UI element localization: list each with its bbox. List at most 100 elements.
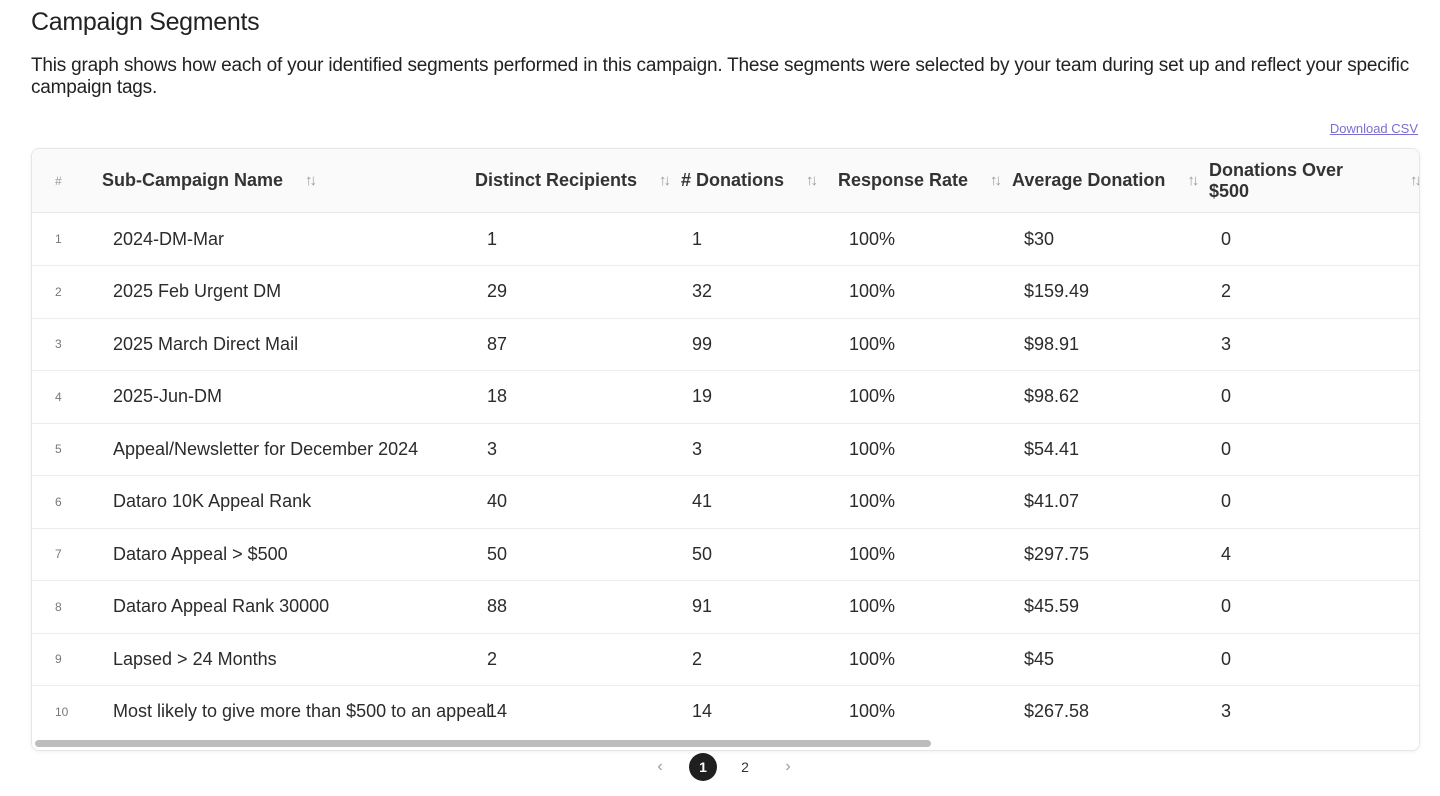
- distinct-recipients: 2: [487, 648, 498, 669]
- sub-campaign-name: Dataro 10K Appeal Rank: [113, 491, 312, 511]
- row-index: 1: [55, 232, 62, 246]
- column-header-recipients[interactable]: Distinct Recipients ↑↓: [475, 149, 671, 212]
- donations-count: 3: [692, 438, 703, 459]
- donations-count: 41: [692, 491, 713, 511]
- average-donation: $45.59: [1024, 596, 1080, 616]
- average-donation: $98.62: [1024, 386, 1080, 406]
- download-csv-link[interactable]: Download CSV: [1329, 121, 1418, 136]
- horizontal-scrollbar[interactable]: [32, 736, 1419, 750]
- donations-count: 91: [692, 596, 713, 616]
- table-row[interactable]: 5 Appeal/Newsletter for December 2024 3 3 10…: [32, 423, 1419, 476]
- sub-campaign-name: Dataro Appeal Rank 30000: [113, 596, 330, 616]
- distinct-recipients: 87: [487, 333, 508, 354]
- distinct-recipients: 1: [487, 228, 498, 249]
- distinct-recipients: 3: [487, 438, 498, 459]
- response-rate: 100%: [849, 596, 896, 616]
- column-header-label: Average Donation: [1012, 170, 1166, 190]
- column-header-label: Donations Over $500: [1209, 159, 1344, 201]
- sort-arrows-icon[interactable]: ↑↓: [990, 172, 1002, 189]
- column-header-average-donation[interactable]: Average Donation ↑↓: [1012, 149, 1199, 212]
- table-row[interactable]: 3 2025 March Direct Mail 87 99 100% $98.91 3: [32, 318, 1419, 371]
- donations-over-500: 0: [1221, 228, 1232, 249]
- donations-count: 14: [692, 701, 713, 721]
- sub-campaign-name: 2025-Jun-DM: [113, 386, 223, 406]
- column-header-response-rate[interactable]: Response Rate ↑↓: [838, 149, 1002, 212]
- donations-count: 2: [692, 648, 703, 669]
- table-row[interactable]: 2 2025 Feb Urgent DM 29 32 100% $159.49 2: [32, 266, 1419, 319]
- table-row[interactable]: 6 Dataro 10K Appeal Rank 40 41 100% $41.07 0: [32, 476, 1419, 529]
- distinct-recipients: 88: [487, 596, 508, 616]
- average-donation: $45: [1024, 648, 1055, 669]
- average-donation: $41.07: [1024, 491, 1080, 511]
- donations-count: 19: [692, 386, 713, 406]
- row-index: 2: [55, 284, 62, 299]
- column-header-label: #: [55, 173, 62, 188]
- table-row[interactable]: 8 Dataro Appeal Rank 30000 88 91 100% $45.59 0: [32, 581, 1419, 634]
- column-header-index: #: [55, 149, 62, 212]
- column-header-name[interactable]: Sub-Campaign Name ↑↓: [102, 149, 317, 212]
- column-header-label: Response Rate: [838, 170, 969, 190]
- response-rate: 100%: [849, 333, 896, 354]
- table-row[interactable]: 1 2024-DM-Mar 1 1 100% $30 0: [32, 213, 1419, 266]
- average-donation: $159.49: [1024, 281, 1090, 301]
- sort-arrows-icon[interactable]: ↑↓: [806, 172, 818, 189]
- column-header-label: Distinct Recipients: [475, 170, 638, 190]
- row-index: 9: [55, 652, 62, 666]
- table-header: # Sub-Campaign Name ↑↓ Distinct Recipien…: [32, 149, 1419, 213]
- response-rate: 100%: [849, 648, 896, 669]
- response-rate: 100%: [849, 386, 896, 406]
- segments-table: # Sub-Campaign Name ↑↓ Distinct Recipien…: [31, 148, 1420, 751]
- donations-over-500: 0: [1221, 386, 1232, 406]
- row-index: 5: [55, 442, 62, 456]
- donations-over-500: 0: [1221, 438, 1232, 459]
- distinct-recipients: 40: [487, 491, 508, 511]
- response-rate: 100%: [849, 228, 896, 249]
- row-index: 3: [55, 337, 62, 351]
- page-button-1[interactable]: 1: [689, 753, 717, 781]
- donations-count: 99: [692, 333, 713, 354]
- table-row[interactable]: 10 Most likely to give more than $500 to …: [32, 686, 1419, 739]
- page-title: Campaign Segments: [31, 8, 260, 36]
- sort-arrows-icon[interactable]: ↑↓: [1410, 172, 1419, 189]
- column-header-donations-over-500[interactable]: Donations Over $500 ↑↓: [1209, 149, 1419, 212]
- sort-arrows-icon[interactable]: ↑↓: [1187, 172, 1199, 189]
- pagination: ‹ 1 2 ›: [0, 753, 1440, 781]
- column-header-donations[interactable]: # Donations ↑↓: [681, 149, 818, 212]
- table-row[interactable]: 9 Lapsed > 24 Months 2 2 100% $45 0: [32, 633, 1419, 686]
- row-index: 6: [55, 494, 62, 509]
- sort-arrows-icon[interactable]: ↑↓: [659, 172, 671, 189]
- row-index: 10: [55, 704, 69, 719]
- row-index: 4: [55, 389, 62, 404]
- scrollbar-thumb[interactable]: [35, 740, 931, 747]
- donations-over-500: 0: [1221, 491, 1232, 511]
- distinct-recipients: 14: [487, 701, 508, 721]
- row-index: 7: [55, 547, 62, 561]
- donations-count: 1: [692, 228, 703, 249]
- average-donation: $54.41: [1024, 438, 1080, 459]
- column-header-label: # Donations: [681, 170, 785, 190]
- response-rate: 100%: [849, 701, 896, 721]
- sub-campaign-name: 2025 March Direct Mail: [113, 333, 299, 354]
- chevron-right-icon[interactable]: ›: [785, 758, 791, 775]
- donations-over-500: 0: [1221, 648, 1232, 669]
- donations-over-500: 3: [1221, 333, 1232, 354]
- chevron-left-icon[interactable]: ‹: [657, 758, 663, 775]
- sub-campaign-name: 2025 Feb Urgent DM: [113, 281, 282, 301]
- sub-campaign-name: 2024-DM-Mar: [113, 228, 225, 249]
- distinct-recipients: 18: [487, 386, 508, 406]
- response-rate: 100%: [849, 281, 896, 301]
- sort-arrows-icon[interactable]: ↑↓: [305, 172, 317, 189]
- response-rate: 100%: [849, 543, 896, 564]
- donations-over-500: 4: [1221, 543, 1232, 564]
- page-description: This graph shows how each of your identi…: [31, 55, 1410, 98]
- sub-campaign-name: Appeal/Newsletter for December 2024: [113, 438, 419, 459]
- response-rate: 100%: [849, 438, 896, 459]
- average-donation: $98.91: [1024, 333, 1080, 354]
- donations-over-500: 2: [1221, 281, 1232, 301]
- average-donation: $297.75: [1024, 543, 1090, 564]
- table-row[interactable]: 4 2025-Jun-DM 18 19 100% $98.62 0: [32, 371, 1419, 424]
- table-row[interactable]: 7 Dataro Appeal > $500 50 50 100% $297.75 4: [32, 528, 1419, 581]
- distinct-recipients: 29: [487, 281, 508, 301]
- row-index: 8: [55, 599, 62, 614]
- page-button-2[interactable]: 2: [741, 759, 749, 775]
